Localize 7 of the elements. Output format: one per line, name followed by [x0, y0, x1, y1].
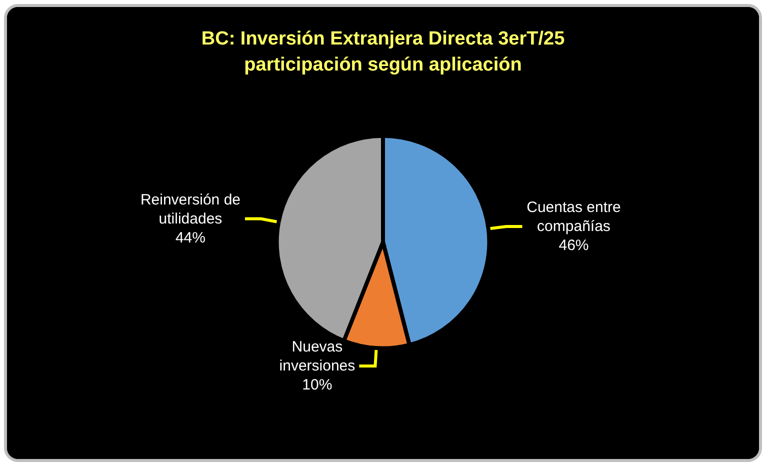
chart-title: BC: Inversión Extranjera Directa 3erT/25 participación según aplicación — [201, 28, 566, 76]
data-label: 10% — [302, 376, 332, 394]
slice-label: Nuevas inversiones — [279, 338, 356, 375]
data-label: 44% — [175, 229, 206, 246]
data-label: 46% — [558, 236, 589, 254]
slice-label: Cuentas entre compañías — [526, 198, 621, 235]
slice-label: Reinversión de utilidades — [140, 191, 241, 228]
